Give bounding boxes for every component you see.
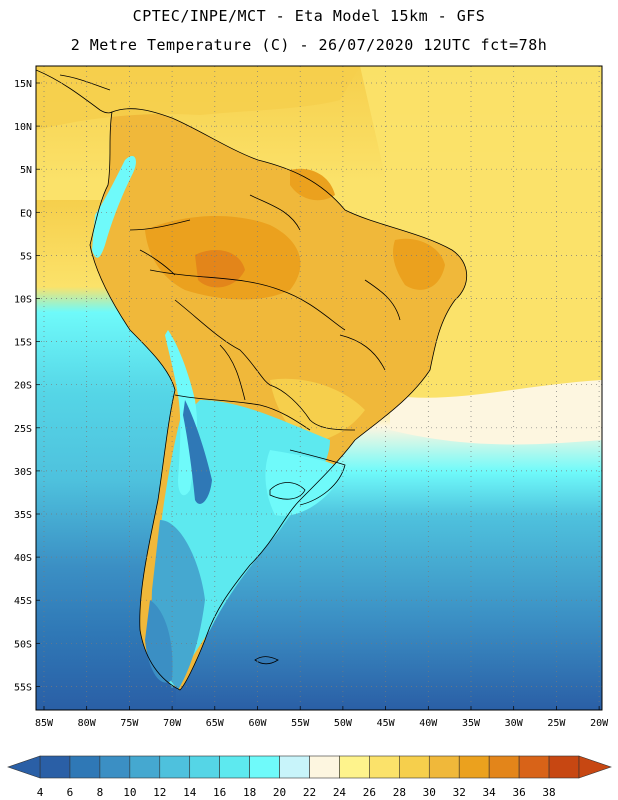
lat-label-5n: 5N <box>20 165 32 176</box>
colorbar-label: 30 <box>423 786 436 799</box>
lon-label-25w: 25W <box>547 718 566 729</box>
colorbar-arrow-right <box>578 755 612 779</box>
map-field <box>36 66 602 710</box>
lat-label-40s: 40S <box>14 553 32 564</box>
colorbar-label: 12 <box>153 786 166 799</box>
colorbar-swatch <box>219 755 250 779</box>
lat-label-15s: 15S <box>14 338 32 349</box>
colorbar-label: 14 <box>183 786 197 799</box>
colorbar-swatch <box>189 755 220 779</box>
lat-label-10n: 10N <box>14 122 32 133</box>
lat-label-eq: EQ <box>20 208 32 219</box>
lon-label-40w: 40W <box>419 718 438 729</box>
colorbar-swatch <box>129 755 161 779</box>
colorbar-label: 16 <box>213 786 226 799</box>
colorbar-label: 18 <box>243 786 256 799</box>
colorbar-label: 38 <box>542 786 555 799</box>
lat-label-25s: 25S <box>14 424 32 435</box>
lon-label-80w: 80W <box>78 718 97 729</box>
lon-label-55w: 55W <box>291 718 310 729</box>
colorbar-label: 6 <box>67 786 74 799</box>
lon-label-85w: 85W <box>35 718 54 729</box>
colorbar-label: 36 <box>512 786 525 799</box>
colorbar-swatch <box>339 755 370 779</box>
lat-label-10s: 10S <box>14 295 32 306</box>
lat-label-15n: 15N <box>14 79 32 90</box>
colorbar-swatch <box>309 755 340 779</box>
colorbar-swatch <box>548 755 580 779</box>
colorbar-swatch <box>159 755 191 779</box>
lat-label-30s: 30S <box>14 467 32 478</box>
lat-label-55s: 55S <box>14 682 32 693</box>
colorbar-swatch <box>428 755 460 779</box>
colorbar-arrow-left <box>7 755 41 779</box>
colorbar-label: 22 <box>303 786 316 799</box>
colorbar-labels: 4 6 8 10 12 14 16 18 20 22 24 26 28 30 32 34 36 38 <box>37 786 556 799</box>
colorbar <box>7 755 612 779</box>
lon-label-70w: 70W <box>163 718 182 729</box>
colorbar-swatch <box>518 755 550 779</box>
colorbar-swatch <box>488 755 520 779</box>
colorbar-label: 24 <box>333 786 347 799</box>
colorbar-swatch <box>99 755 131 779</box>
latitude-labels: 15N 10N 5N EQ 5S 10S 15S 20S 25S 30S 35S 40S 45S 50S 5… <box>14 79 32 693</box>
lon-label-50w: 50W <box>334 718 353 729</box>
colorbar-label: 10 <box>123 786 136 799</box>
map-frame <box>35 65 603 711</box>
lon-label-60w: 60W <box>248 718 267 729</box>
lon-label-65w: 65W <box>206 718 225 729</box>
colorbar-swatch <box>279 755 310 779</box>
colorbar-label: 34 <box>483 786 497 799</box>
lon-label-45w: 45W <box>377 718 396 729</box>
lat-label-50s: 50S <box>14 639 32 650</box>
lat-label-5s: 5S <box>20 251 32 262</box>
colorbar-label: 8 <box>97 786 104 799</box>
colorbar-swatch <box>39 755 71 779</box>
grid-lines <box>36 66 602 710</box>
colorbar-label: 32 <box>453 786 466 799</box>
colorbar-swatch <box>399 755 430 779</box>
chart-subtitle: 2 Metre Temperature (C) - 26/07/2020 12U… <box>70 36 548 54</box>
lat-label-35s: 35S <box>14 510 32 521</box>
colorbar-label: 20 <box>273 786 286 799</box>
colorbar-label: 26 <box>363 786 376 799</box>
lon-label-20w: 20W <box>590 718 609 729</box>
colorbar-label: 4 <box>37 786 44 799</box>
colorbar-swatch <box>458 755 490 779</box>
colorbar-swatch <box>369 755 400 779</box>
lon-label-35w: 35W <box>462 718 481 729</box>
lat-label-20s: 20S <box>14 381 32 392</box>
lon-label-75w: 75W <box>120 718 139 729</box>
coastline-borders <box>36 69 468 691</box>
colorbar-swatch <box>69 755 101 779</box>
colorbar-label: 28 <box>393 786 406 799</box>
longitude-labels: 85W 80W 75W 70W 65W 60W 55W 50W 45W 40W 35W 30W 25W 2… <box>35 718 609 729</box>
colorbar-swatch <box>249 755 280 779</box>
lon-label-30w: 30W <box>505 718 524 729</box>
chart-title: CPTEC/INPE/MCT - Eta Model 15km - GFS <box>132 7 486 25</box>
lat-label-45s: 45S <box>14 596 32 607</box>
